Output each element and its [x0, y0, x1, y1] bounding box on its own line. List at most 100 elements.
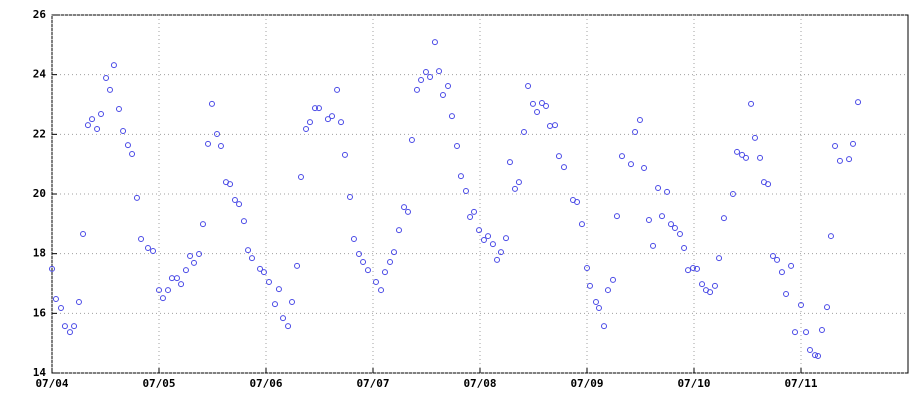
data-point — [667, 221, 674, 228]
data-point — [511, 185, 518, 192]
data-point — [734, 148, 741, 155]
data-point — [404, 208, 411, 215]
data-point — [439, 91, 446, 98]
data-point — [655, 185, 662, 192]
data-point — [506, 159, 513, 166]
data-point — [381, 269, 388, 276]
data-point — [297, 173, 304, 180]
data-point — [586, 282, 593, 289]
data-point — [208, 100, 215, 107]
y-tick-label: 22 — [33, 127, 46, 140]
data-point — [217, 142, 224, 149]
data-point — [827, 233, 834, 240]
data-point — [408, 137, 415, 144]
data-point — [485, 233, 492, 240]
data-point — [592, 298, 599, 305]
data-point — [445, 83, 452, 90]
data-point — [610, 276, 617, 283]
data-point — [257, 265, 264, 272]
data-point — [774, 256, 781, 263]
data-point — [503, 235, 510, 242]
data-point — [103, 74, 110, 81]
data-point — [480, 236, 487, 243]
data-point — [346, 193, 353, 200]
data-point — [453, 142, 460, 149]
data-point — [57, 304, 64, 311]
data-point — [390, 249, 397, 256]
x-tick-label: 07/07 — [356, 377, 389, 390]
data-point — [289, 298, 296, 305]
data-point — [806, 347, 813, 354]
data-point — [650, 242, 657, 249]
data-point — [552, 122, 559, 129]
data-point — [681, 244, 688, 251]
data-point — [720, 215, 727, 222]
data-point — [555, 153, 562, 160]
data-point — [360, 259, 367, 266]
data-point — [613, 213, 620, 220]
data-point — [476, 227, 483, 234]
data-point — [182, 267, 189, 274]
data-point — [788, 262, 795, 269]
data-point — [729, 191, 736, 197]
data-point — [120, 128, 127, 135]
y-tick-label: 18 — [33, 247, 46, 260]
data-point — [846, 156, 853, 163]
data-point — [427, 74, 434, 81]
data-point — [98, 111, 105, 118]
data-point — [803, 329, 810, 336]
data-point — [84, 122, 91, 129]
data-point — [156, 287, 162, 294]
data-point — [190, 259, 197, 266]
data-point — [671, 225, 678, 232]
data-point — [538, 100, 545, 107]
data-point — [61, 323, 68, 330]
data-point — [690, 264, 697, 271]
data-point — [534, 108, 541, 115]
data-point — [739, 151, 746, 158]
data-point — [150, 247, 157, 254]
data-point — [618, 153, 625, 160]
data-point — [632, 128, 639, 135]
data-point — [515, 179, 522, 186]
x-tick-label: 07/05 — [142, 377, 175, 390]
data-point — [401, 204, 408, 211]
data-point — [280, 315, 287, 322]
data-point — [636, 117, 643, 124]
data-point — [497, 249, 504, 256]
data-point — [387, 259, 394, 266]
data-point — [240, 218, 247, 225]
data-point — [743, 154, 750, 161]
data-point — [306, 119, 313, 126]
data-point — [574, 199, 581, 206]
y-tick-label: 24 — [33, 68, 47, 81]
data-point — [645, 216, 652, 223]
data-point — [716, 255, 723, 262]
data-point — [260, 269, 267, 276]
data-point — [341, 151, 348, 158]
data-point — [707, 289, 714, 296]
data-point — [49, 265, 55, 272]
data-point — [641, 165, 648, 172]
data-point — [812, 352, 819, 359]
data-point — [436, 68, 443, 75]
x-tick-label: 07/10 — [677, 377, 710, 390]
data-point — [765, 181, 772, 188]
data-point — [236, 201, 243, 208]
data-point — [205, 140, 212, 147]
data-point — [338, 119, 345, 126]
data-point — [832, 142, 839, 149]
data-point — [418, 77, 425, 84]
data-point — [520, 128, 527, 135]
data-point — [265, 279, 272, 286]
data-point — [757, 154, 764, 161]
data-point — [245, 247, 252, 254]
data-point — [173, 275, 180, 282]
data-point — [372, 279, 379, 286]
data-point — [178, 281, 185, 288]
data-point — [133, 194, 140, 201]
data-point — [199, 221, 206, 228]
data-point — [355, 250, 362, 257]
y-tick-label: 26 — [33, 8, 47, 21]
